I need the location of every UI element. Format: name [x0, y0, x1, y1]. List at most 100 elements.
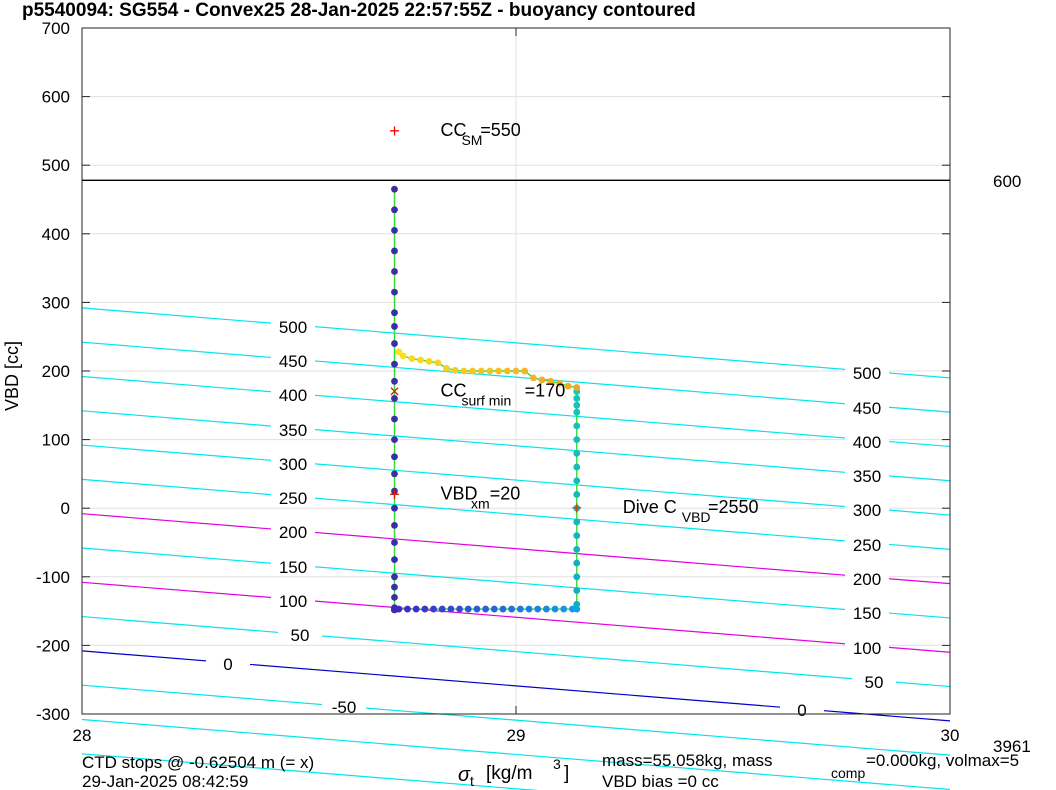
contour-label-bg — [845, 637, 889, 657]
contour-label-right: 400 — [853, 433, 881, 452]
data-point — [573, 401, 581, 409]
data-point — [473, 605, 481, 613]
data-point — [508, 605, 516, 613]
data-point — [430, 605, 437, 613]
data-point — [391, 539, 398, 546]
x-tick-label: 29 — [507, 726, 526, 745]
contour-label-bg — [271, 350, 315, 370]
marker-label-sub-VBD_xm: xm — [471, 495, 490, 511]
contour-label-right: 250 — [853, 536, 881, 555]
data-point — [573, 559, 581, 567]
data-point — [477, 367, 485, 375]
y-tick-label: 500 — [42, 156, 70, 175]
y-tick-label: 200 — [42, 362, 70, 381]
data-point — [573, 436, 581, 443]
data-point — [573, 605, 581, 613]
data-point — [434, 359, 442, 367]
contour-label-bg — [845, 362, 889, 382]
contour-label-left: 100 — [279, 592, 307, 611]
contour-line — [81, 410, 951, 482]
y-tick-label: 700 — [42, 19, 70, 38]
contour-label-bg — [271, 384, 315, 404]
marker-label-value-CC_surf_min: =170 — [525, 381, 566, 401]
data-point — [516, 605, 524, 613]
contour-label-bg — [845, 602, 889, 622]
data-point — [573, 463, 581, 471]
data-point — [391, 309, 398, 317]
data-point — [573, 587, 581, 594]
data-point — [391, 288, 398, 296]
contour-label-right: 450 — [853, 399, 881, 418]
x-axis-unit: [kg/m — [486, 763, 532, 784]
data-point — [391, 583, 398, 591]
x-tick-label: 30 — [941, 726, 960, 745]
contour-label-right: 0 — [797, 701, 806, 720]
data-point — [391, 556, 398, 564]
data-point — [456, 605, 463, 613]
data-point — [451, 366, 459, 374]
contour-label-right: 100 — [853, 639, 881, 658]
marker-label-CC_SM: CC — [440, 120, 466, 140]
data-point — [399, 352, 407, 360]
data-point — [447, 605, 455, 613]
data-point — [408, 355, 416, 363]
data-point — [573, 491, 581, 498]
data-point — [391, 377, 398, 385]
data-point — [534, 605, 542, 613]
footer-timestamp: 29-Jan-2025 08:42:59 — [82, 772, 248, 790]
contour-line — [81, 684, 951, 756]
marker-Dive_C_VBD: + — [572, 498, 583, 518]
data-point — [573, 384, 581, 391]
contour-label-left: 150 — [279, 558, 307, 577]
y-tick-label: 100 — [42, 431, 70, 450]
contour-label-left: -50 — [332, 698, 357, 717]
x-axis-unit-close: ] — [564, 763, 569, 784]
data-point — [573, 408, 581, 416]
data-point — [551, 605, 559, 613]
data-point — [391, 470, 398, 478]
dive-path-line — [398, 351, 577, 389]
data-point — [404, 605, 411, 613]
contour-label-bg — [271, 316, 315, 336]
y-tick-label: -300 — [36, 705, 70, 724]
contour-line — [81, 341, 951, 413]
contour-label-bg — [845, 397, 889, 417]
contour-line — [81, 513, 951, 585]
data-point — [460, 367, 468, 375]
contour-label-left: 350 — [279, 421, 307, 440]
data-point — [391, 323, 398, 330]
marker-label-value-CC_SM: =550 — [480, 120, 521, 140]
data-point — [538, 376, 546, 384]
contour-label-bg — [845, 534, 889, 554]
contour-line — [81, 478, 951, 550]
data-point — [391, 360, 398, 368]
reference-line-label: 600 — [993, 172, 1021, 191]
contour-label-bg — [271, 556, 315, 576]
contour-line — [81, 444, 951, 516]
data-point — [391, 268, 398, 275]
contour-label-bg — [852, 671, 896, 691]
contour-label-left: 200 — [279, 523, 307, 542]
data-point — [482, 605, 490, 613]
y-tick-label: 400 — [42, 225, 70, 244]
data-point — [573, 545, 581, 553]
data-point — [547, 377, 555, 385]
contour-label-bg — [845, 568, 889, 588]
x-axis-label: σ t [kg/m 3 ] — [458, 756, 569, 789]
data-point — [391, 340, 398, 347]
data-point — [391, 185, 398, 193]
data-point — [495, 367, 503, 375]
data-point — [391, 521, 398, 529]
contour-line — [81, 718, 951, 790]
data-point — [391, 395, 398, 402]
data-point — [391, 206, 398, 214]
data-point — [391, 504, 398, 512]
chart-title: p5540094: SG554 - Convex25 28-Jan-2025 2… — [22, 0, 696, 21]
contour-label-right: 350 — [853, 467, 881, 486]
marker-label-sub-CC_surf_min: surf min — [461, 393, 511, 409]
contour-label-bg — [845, 499, 889, 519]
data-point — [417, 356, 424, 364]
